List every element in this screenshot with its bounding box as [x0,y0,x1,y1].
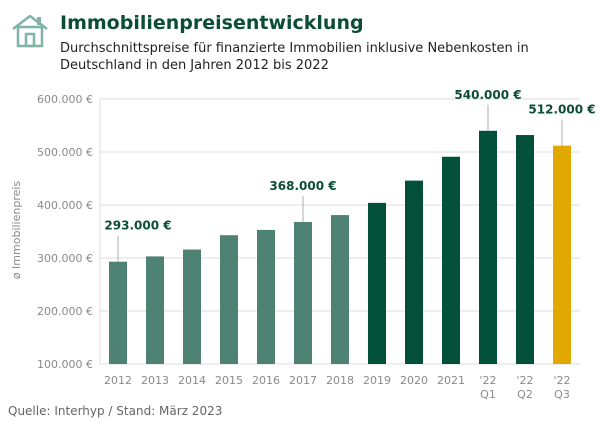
x-tick-label: 2014 [178,374,206,387]
house-icon [10,13,50,53]
chart-subtitle: Durchschnittspreise für finanzierte Immo… [60,41,529,73]
bar [553,145,571,364]
y-tick-label: 500.000 € [37,146,93,159]
x-tick-label: 2019 [363,374,391,387]
x-tick-label: '22 [553,374,570,387]
x-tick-label: 2016 [252,374,280,387]
data-label: 512.000 € [528,103,595,117]
x-tick-label: '22 [516,374,533,387]
x-tick-label: 2012 [104,374,132,387]
bar [146,256,164,364]
bar [109,261,127,364]
x-tick-label: 2020 [400,374,428,387]
bar [405,180,423,364]
y-tick-label: 200.000 € [37,305,93,318]
x-tick-label: 2018 [326,374,354,387]
x-tick-label: Q2 [517,388,533,401]
bar [479,130,497,364]
y-tick-label: 600.000 € [37,93,93,106]
bar [331,215,349,364]
data-label: 540.000 € [454,88,521,102]
x-tick-label: 2021 [437,374,465,387]
y-tick-label: 100.000 € [37,358,93,371]
bar [294,221,312,364]
bar [516,135,534,364]
data-label: 293.000 € [104,219,171,233]
x-tick-label: 2017 [289,374,317,387]
bar [442,156,460,364]
data-label: 368.000 € [269,179,336,193]
y-tick-label: 300.000 € [37,252,93,265]
x-tick-label: Q1 [480,388,496,401]
bar [220,235,238,364]
x-tick-label: '22 [479,374,496,387]
x-tick-label: 2013 [141,374,169,387]
bar [183,249,201,364]
bar [368,202,386,364]
bar [257,229,275,364]
x-tick-label: 2015 [215,374,243,387]
source-note: Quelle: Interhyp / Stand: März 2023 [8,404,223,418]
y-axis-label: ø Immobilienpreis [10,181,23,280]
chart-title: Immobilienpreisentwicklung [60,12,364,34]
x-tick-label: Q3 [554,388,570,401]
y-tick-label: 400.000 € [37,199,93,212]
